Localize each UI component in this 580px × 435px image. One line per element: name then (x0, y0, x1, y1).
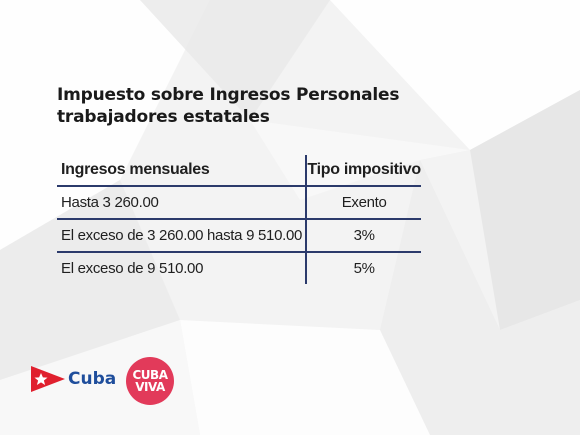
slide-title: Impuesto sobre Ingresos Personales traba… (57, 84, 399, 128)
income-bracket-cell: El exceso de 9 510.00 (57, 252, 308, 284)
tax-rate-cell: 3% (306, 219, 421, 253)
cuba-logo: Cuba (31, 364, 116, 394)
income-bracket-cell: Hasta 3 260.00 (57, 186, 308, 220)
slide-title-line-1: Impuesto sobre Ingresos Personales (57, 85, 400, 105)
income-bracket-cell: El exceso de 3 260.00 hasta 9 510.00 (57, 219, 308, 253)
cuba-viva-logo-line-1: CUBA (132, 368, 168, 382)
table-row: El exceso de 9 510.00 5% (57, 252, 421, 284)
slide-title-line-2: trabajadores estatales (57, 107, 270, 127)
tax-rate-cell: 5% (353, 260, 375, 277)
header-tax-rate: Tipo impositivo (306, 155, 421, 187)
header-monthly-income: Ingresos mensuales (57, 155, 308, 187)
cuba-viva-logo: CUBA VIVA (126, 357, 174, 405)
table-header-row: Ingresos mensuales Tipo impositivo (57, 155, 421, 187)
cuba-viva-logo-line-2: VIVA (135, 380, 165, 394)
tax-rate-table: Ingresos mensuales Tipo impositivo Hasta… (57, 155, 421, 284)
tax-rate-cell: Exento (306, 186, 421, 220)
table-row: Hasta 3 260.00 Exento (57, 186, 421, 220)
cuba-logo-text: Cuba (68, 369, 117, 389)
cuba-star-flag-icon (31, 366, 65, 392)
table-row: El exceso de 3 260.00 hasta 9 510.00 3% (57, 219, 421, 253)
